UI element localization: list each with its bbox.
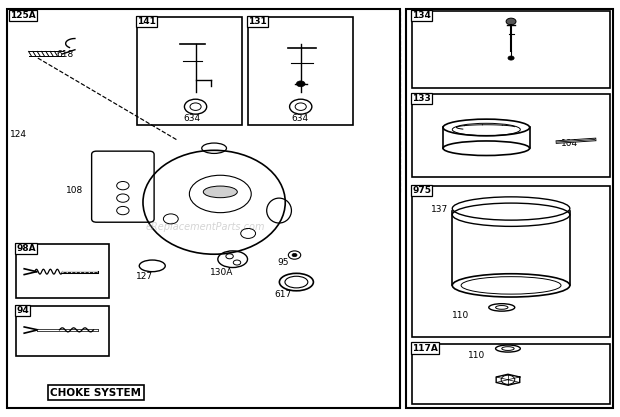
- Text: 131: 131: [248, 18, 267, 26]
- Bar: [16, 306, 109, 356]
- Bar: [406, 9, 613, 408]
- Circle shape: [508, 56, 514, 60]
- Text: 117A: 117A: [412, 344, 438, 353]
- Text: 634: 634: [183, 114, 200, 123]
- Text: 634: 634: [291, 114, 309, 123]
- Circle shape: [292, 254, 297, 257]
- Bar: [412, 344, 610, 404]
- FancyBboxPatch shape: [92, 151, 154, 222]
- Text: 618: 618: [56, 50, 74, 59]
- Text: CHOKE SYSTEM: CHOKE SYSTEM: [50, 388, 141, 397]
- Bar: [7, 9, 400, 408]
- Circle shape: [506, 18, 516, 25]
- Text: 134: 134: [412, 11, 431, 20]
- Text: 110: 110: [452, 311, 469, 320]
- Bar: [412, 11, 610, 88]
- Text: 124: 124: [10, 130, 27, 138]
- Text: 617: 617: [274, 289, 291, 299]
- Text: 127: 127: [136, 271, 153, 281]
- Bar: [16, 244, 109, 298]
- Circle shape: [296, 81, 305, 87]
- Bar: [248, 18, 353, 126]
- Ellipse shape: [203, 186, 237, 198]
- Text: 133: 133: [412, 94, 431, 103]
- Text: 125A: 125A: [10, 11, 36, 20]
- Text: 104: 104: [560, 139, 578, 148]
- Text: 94: 94: [16, 306, 29, 315]
- Text: 95: 95: [278, 258, 290, 266]
- Text: 975: 975: [412, 186, 431, 195]
- Bar: [137, 18, 242, 126]
- Text: 137: 137: [431, 205, 448, 214]
- Bar: [412, 94, 610, 177]
- Text: 110: 110: [467, 351, 485, 359]
- Text: 141: 141: [137, 18, 156, 26]
- Bar: [412, 186, 610, 337]
- Text: eReplacementParts.com: eReplacementParts.com: [145, 222, 265, 232]
- Text: 130A: 130A: [210, 268, 233, 276]
- Text: 98A: 98A: [16, 244, 36, 253]
- Text: 108: 108: [66, 186, 83, 195]
